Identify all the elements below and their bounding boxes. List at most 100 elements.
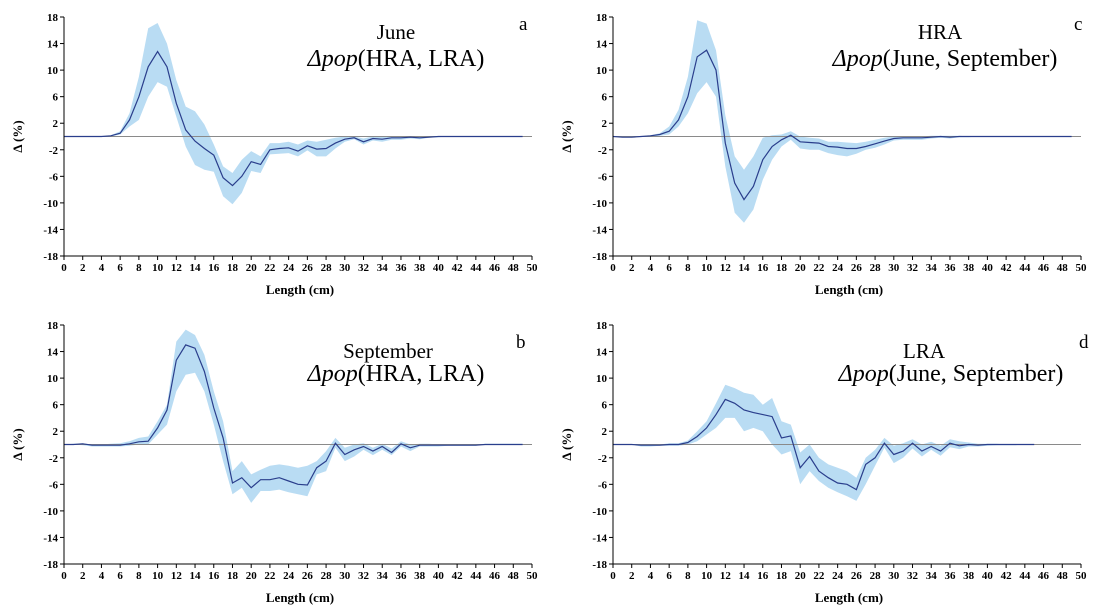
y-tick-label: -14 [592, 224, 607, 236]
panel-title-b: September [343, 339, 433, 363]
x-tick-label: 40 [433, 570, 445, 582]
mean-line [64, 50, 523, 187]
x-axis-label: Length (cm) [266, 282, 334, 297]
x-tick-label: 18 [776, 570, 788, 582]
x-tick-label: 14 [190, 570, 202, 582]
x-axis-label: Length (cm) [815, 590, 883, 605]
y-tick-label: -10 [43, 198, 58, 210]
x-tick-label: 6 [666, 262, 672, 274]
title-args-d: (June, September) [888, 361, 1064, 387]
x-tick-label: 42 [452, 570, 464, 582]
x-tick-label: 8 [136, 262, 142, 274]
title-args-c: (June, September) [882, 46, 1058, 72]
x-tick-label: 24 [283, 570, 295, 582]
x-tick-label: 34 [377, 570, 389, 582]
x-tick-label: 26 [302, 262, 314, 274]
x-tick-label: 14 [739, 262, 751, 274]
title-args-a: (HRA, LRA) [357, 46, 485, 72]
y-axis-label: Δ (%) [10, 428, 25, 460]
y-axis-label: Δ (%) [559, 120, 574, 152]
panel-subtitle-a: Δpop(HRA, LRA) [246, 46, 546, 73]
panel-title-a: June [376, 20, 416, 44]
x-tick-label: 50 [1076, 570, 1088, 582]
y-tick-label: -6 [598, 479, 608, 491]
x-tick-label: 46 [1038, 570, 1050, 582]
x-tick-label: 32 [907, 262, 919, 274]
chart-panel-b: 18 14 10 6 2 -2 -6 -10 -14 -18 0 2 4 6 8 10 12 14 16 18 20 22… [0, 308, 548, 616]
x-tick-label: 48 [508, 570, 520, 582]
x-tick-label: 48 [1057, 262, 1069, 274]
x-tick-label: 24 [283, 262, 295, 274]
x-tick-label: 50 [1076, 262, 1088, 274]
x-tick-label: 2 [80, 570, 86, 582]
x-tick-label: 24 [832, 570, 844, 582]
x-tick-label: 10 [701, 570, 713, 582]
x-tick-label: 42 [452, 262, 464, 274]
x-tick-label: 36 [944, 570, 956, 582]
y-tick-label: -18 [592, 251, 607, 263]
delta-pop-symbol-c: Δpop [832, 46, 883, 72]
x-tick-label: 30 [339, 570, 351, 582]
x-tick-label: 4 [99, 262, 105, 274]
x-tick-label: 2 [629, 570, 635, 582]
x-tick-label: 42 [1001, 262, 1013, 274]
y-tick-label: 14 [47, 347, 59, 359]
chart-panel-d: 18 14 10 6 2 -2 -6 -10 -14 -18 0 2 4 6 8 10 12 14 16 18 20 22… [549, 308, 1097, 616]
y-tick-label: -18 [592, 559, 607, 571]
panel-subtitle-c: Δpop(June, September) [795, 46, 1095, 73]
x-tick-label: 36 [944, 262, 956, 274]
x-tick-label: 0 [61, 570, 67, 582]
y-tick-label: -2 [598, 145, 608, 157]
y-tick-label: 6 [602, 400, 608, 412]
x-tick-label: 46 [489, 570, 501, 582]
y-tick-label: -6 [49, 171, 59, 183]
x-tick-label: 18 [227, 570, 239, 582]
x-tick-label: 28 [870, 570, 882, 582]
x-tick-label: 22 [813, 262, 825, 274]
chart-panel-a: 18 14 10 6 2 -2 -6 -10 -14 -18 0 2 4 6 8 10 12 14 16 18 20 22… [0, 0, 548, 308]
y-tick-label: -14 [43, 224, 58, 236]
y-tick-label: 14 [47, 39, 59, 51]
x-tick-label: 12 [171, 262, 183, 274]
delta-pop-symbol-d: Δpop [838, 361, 889, 387]
y-tick-label: -6 [598, 171, 608, 183]
x-tick-label: 18 [227, 262, 239, 274]
y-tick-label: 10 [47, 373, 59, 385]
x-tick-label: 38 [963, 570, 975, 582]
y-tick-label: 18 [596, 320, 608, 332]
x-tick-label: 38 [414, 570, 426, 582]
x-axis-label: Length (cm) [815, 282, 883, 297]
x-tick-label: 44 [470, 262, 482, 274]
x-tick-label: 40 [982, 570, 994, 582]
x-tick-label: 46 [489, 262, 501, 274]
x-tick-label: 36 [395, 262, 407, 274]
y-tick-label: -10 [592, 198, 607, 210]
x-tick-label: 26 [851, 570, 863, 582]
x-tick-label: 12 [720, 570, 732, 582]
y-tick-label: 2 [53, 118, 59, 130]
y-tick-label: -18 [43, 559, 58, 571]
x-tick-label: 48 [508, 262, 520, 274]
panel-subtitle-d: Δpop(June, September) [801, 361, 1097, 388]
x-tick-label: 30 [339, 262, 351, 274]
y-tick-label: 10 [596, 373, 608, 385]
x-tick-label: 28 [321, 570, 333, 582]
y-tick-label: 6 [53, 92, 59, 104]
y-tick-label: 14 [596, 347, 608, 359]
y-tick-label: -6 [49, 479, 59, 491]
x-tick-label: 34 [377, 262, 389, 274]
x-tick-label: 44 [1019, 570, 1031, 582]
x-tick-label: 16 [757, 570, 769, 582]
y-tick-label: 2 [602, 118, 608, 130]
x-tick-label: 30 [888, 262, 900, 274]
delta-pop-symbol-a: Δpop [307, 46, 358, 72]
x-tick-label: 32 [358, 570, 370, 582]
mean-line [613, 398, 1035, 491]
x-tick-label: 4 [648, 262, 654, 274]
x-tick-label: 20 [795, 262, 807, 274]
x-tick-label: 16 [208, 570, 220, 582]
y-tick-label: 10 [47, 65, 59, 77]
